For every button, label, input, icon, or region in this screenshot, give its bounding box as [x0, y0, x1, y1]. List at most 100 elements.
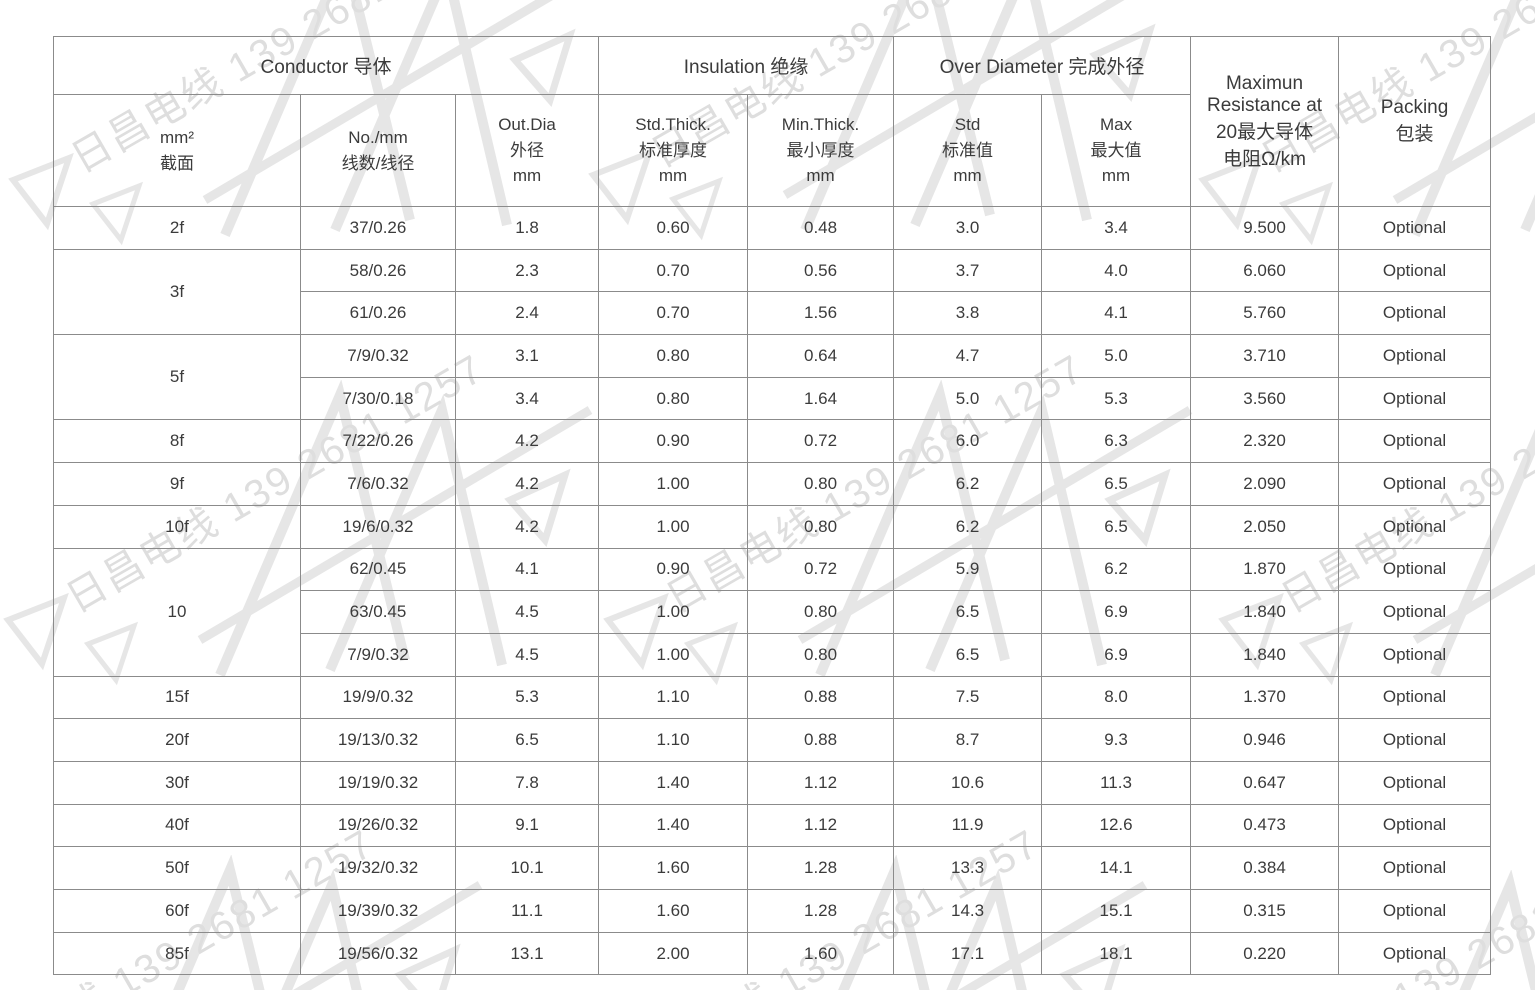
- cell: 14.3: [893, 889, 1043, 933]
- cell: Optional: [1338, 889, 1492, 933]
- cell: 5.760: [1190, 291, 1340, 336]
- header-conductor: Conductor 导体: [52, 36, 600, 95]
- cell-size: 60f: [53, 889, 301, 933]
- cell: Optional: [1338, 675, 1492, 720]
- table-row: 2f 37/0.26 1.8 0.60 0.48 3.0 3.4 9.500 Optional: [53, 206, 1492, 250]
- header-max-resistance: Maximun Resistance at 20最大导体 电阻Ω/km: [1190, 36, 1340, 207]
- cell-size: 85f: [53, 931, 301, 976]
- cell: 1.40: [598, 803, 749, 848]
- cell: 5.3: [1041, 376, 1192, 421]
- cell: 0.90: [598, 419, 749, 464]
- cell: 6.5: [893, 632, 1043, 677]
- cell: 58/0.26: [300, 248, 456, 293]
- cell: Optional: [1338, 547, 1492, 592]
- cell: 0.384: [1190, 846, 1340, 890]
- cell: 11.9: [893, 803, 1043, 848]
- cell: 14.1: [1041, 846, 1192, 890]
- table-row: 85f 19/56/0.32 13.1 2.00 1.60 17.1 18.1 0.220 Op…: [53, 931, 1492, 976]
- cell: 13.1: [454, 931, 600, 976]
- cell: 1.840: [1190, 590, 1340, 634]
- cell-size: 2f: [53, 206, 301, 250]
- cell: 8.7: [893, 718, 1043, 762]
- cell: 7/22/0.26: [300, 419, 456, 464]
- cell: 6.2: [893, 504, 1043, 549]
- cell: 3.7: [893, 248, 1043, 293]
- cell: Optional: [1338, 419, 1492, 464]
- cell: 1.370: [1190, 675, 1340, 720]
- cell: Optional: [1338, 931, 1492, 976]
- cell: 7/9/0.32: [300, 632, 456, 677]
- cell: 2.050: [1190, 504, 1340, 549]
- cell: 0.80: [747, 462, 895, 506]
- cell: Optional: [1338, 334, 1492, 378]
- cell: 9.500: [1190, 206, 1340, 250]
- cell: 1.60: [598, 889, 749, 933]
- cell: Optional: [1338, 291, 1492, 336]
- cell-size: 40f: [53, 803, 301, 848]
- cell: 11.1: [454, 889, 600, 933]
- cell: 4.0: [1041, 248, 1192, 293]
- cell: 1.10: [598, 675, 749, 720]
- cell: 7.5: [893, 675, 1043, 720]
- cell: 0.220: [1190, 931, 1340, 976]
- header-max: Max 最大值 mm: [1041, 94, 1192, 207]
- cell: 7/30/0.18: [300, 376, 456, 421]
- cell: 1.56: [747, 291, 895, 336]
- cell: 13.3: [893, 846, 1043, 890]
- cell: 5.3: [454, 675, 600, 720]
- table-row: 40f 19/26/0.32 9.1 1.40 1.12 11.9 12.6 0.473 Opt…: [53, 803, 1492, 848]
- cell: 6.5: [1041, 462, 1192, 506]
- header-group-row: Conductor 导体 Insulation 绝缘 Over Diameter…: [52, 36, 1492, 207]
- cell-size: 50f: [53, 846, 301, 890]
- cell-size: 10f: [53, 504, 301, 549]
- cell: 1.870: [1190, 547, 1340, 592]
- cell-size: 9f: [53, 462, 301, 506]
- table-row: 3f 58/0.26 2.3 0.70 0.56 3.7 4.0 6.060 Optional: [53, 248, 1492, 336]
- cell: 0.80: [598, 376, 749, 421]
- cell: 6.2: [1041, 547, 1192, 592]
- cell: 17.1: [893, 931, 1043, 976]
- cell: 10.1: [454, 846, 600, 890]
- header-min-thick: Min.Thick. 最小厚度 mm: [747, 94, 895, 207]
- cell: 4.2: [454, 504, 600, 549]
- cell: Optional: [1338, 590, 1492, 634]
- cell: 3.4: [454, 376, 600, 421]
- cell: Optional: [1338, 376, 1492, 421]
- cell: 62/0.45: [300, 547, 456, 592]
- cell: 15.1: [1041, 889, 1192, 933]
- cell: 63/0.45: [300, 590, 456, 634]
- cell: 0.647: [1190, 760, 1340, 805]
- cell: 3.560: [1190, 376, 1340, 421]
- cell: Optional: [1338, 504, 1492, 549]
- cell: 19/32/0.32: [300, 846, 456, 890]
- cell: 0.946: [1190, 718, 1340, 762]
- cell: 19/9/0.32: [300, 675, 456, 720]
- table-row: 5f 7/9/0.32 3.1 0.80 0.64 4.7 5.0 3.710 Optional: [53, 334, 1492, 421]
- cell: 0.80: [598, 334, 749, 378]
- cell: 1.00: [598, 590, 749, 634]
- cell: 4.1: [1041, 291, 1192, 336]
- cell: Optional: [1338, 718, 1492, 762]
- cell: Optional: [1338, 803, 1492, 848]
- cell: 0.70: [598, 291, 749, 336]
- header-over-diameter: Over Diameter 完成外径: [893, 36, 1192, 95]
- cell: 5.0: [893, 376, 1043, 421]
- cell: 19/56/0.32: [300, 931, 456, 976]
- cell: 1.28: [747, 889, 895, 933]
- cell: Optional: [1338, 248, 1492, 293]
- header-no-mm: No./mm 线数/线径: [300, 94, 456, 207]
- header-insulation: Insulation 绝缘: [598, 36, 895, 95]
- header-out-dia: Out.Dia 外径 mm: [454, 94, 600, 207]
- cell: 4.1: [454, 547, 600, 592]
- cable-spec-table: Conductor 导体 Insulation 绝缘 Over Diameter…: [52, 36, 1492, 976]
- cell-size: 10: [53, 547, 301, 677]
- cell: 5.9: [893, 547, 1043, 592]
- cell: 1.12: [747, 760, 895, 805]
- cell: 3.0: [893, 206, 1043, 250]
- cell: 7/9/0.32: [300, 334, 456, 378]
- cell: 3.710: [1190, 334, 1340, 378]
- cell: 0.315: [1190, 889, 1340, 933]
- cell: 7.8: [454, 760, 600, 805]
- cell: 4.5: [454, 632, 600, 677]
- table-row: 9f 7/6/0.32 4.2 1.00 0.80 6.2 6.5 2.090 Optional: [53, 462, 1492, 506]
